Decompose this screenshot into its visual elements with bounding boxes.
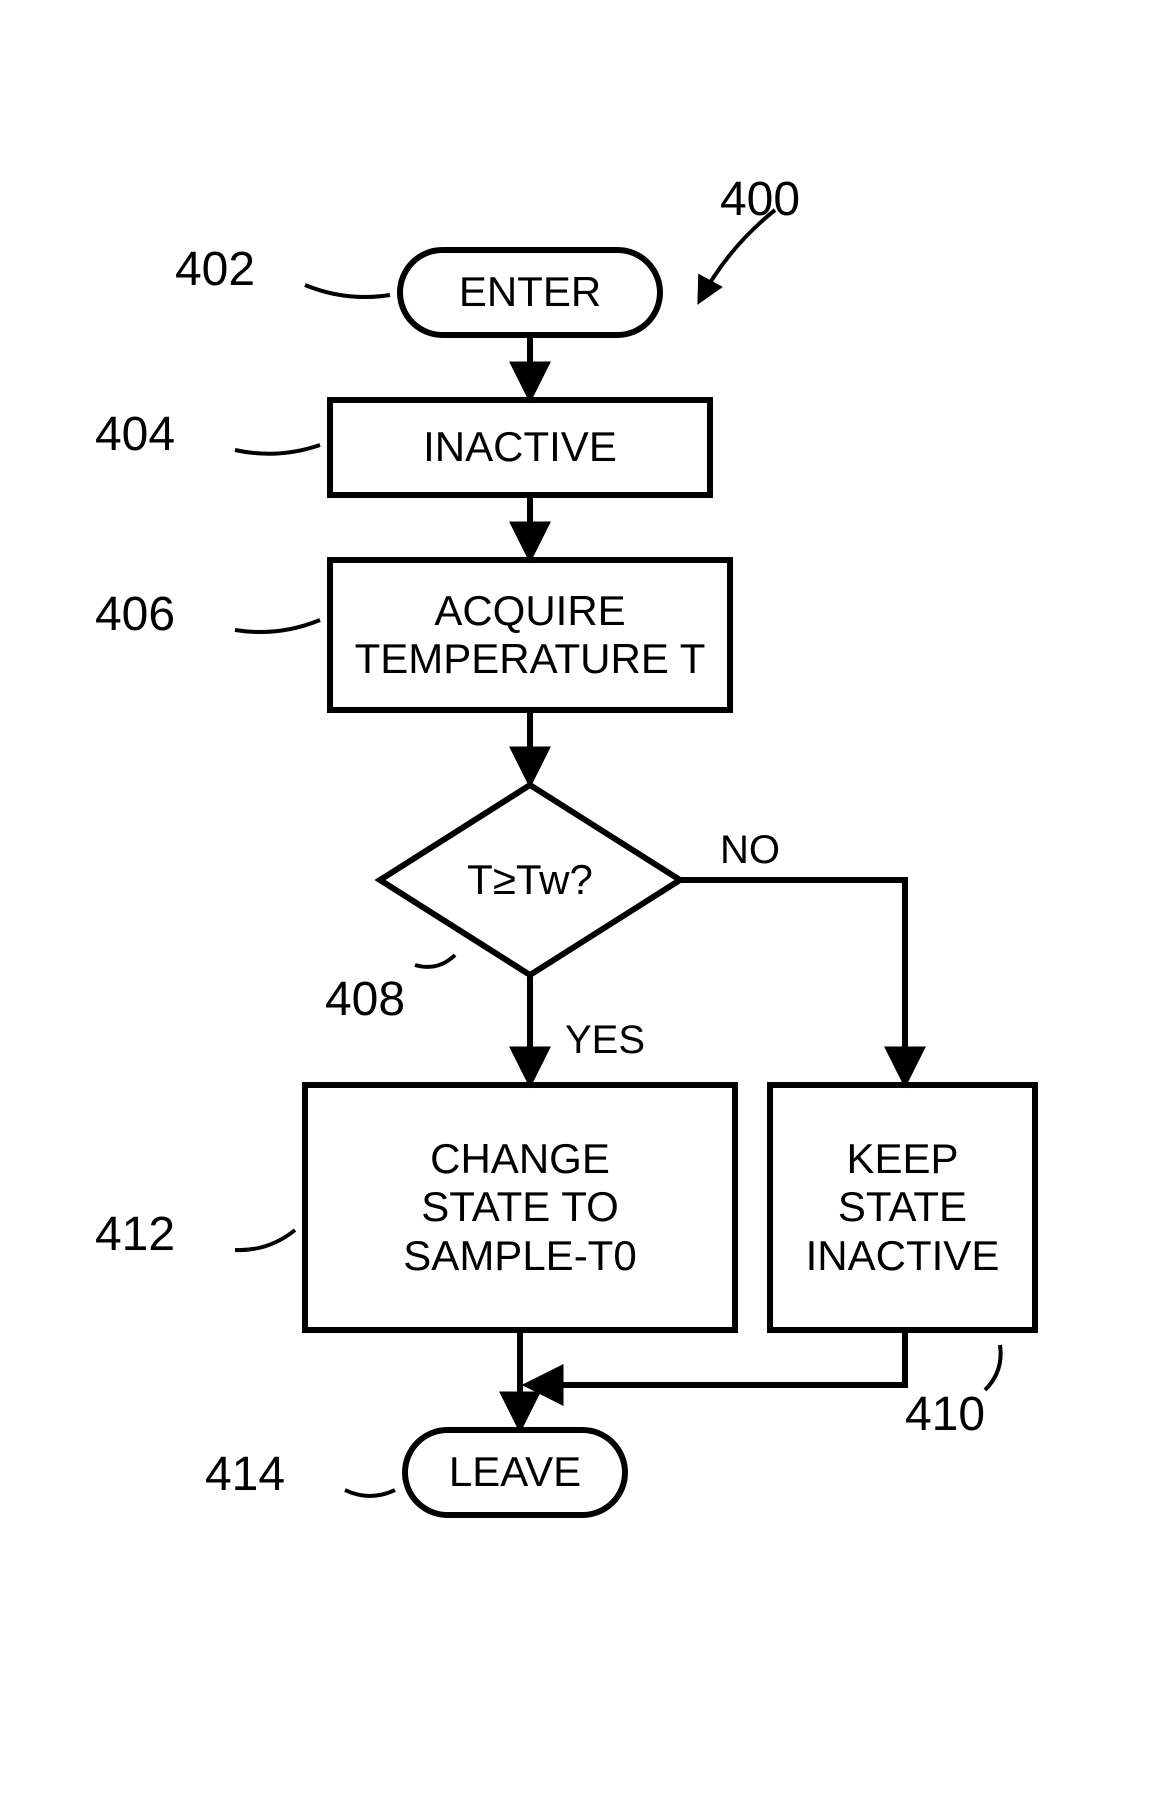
node-label-decision: T≥Tw? (380, 785, 680, 975)
leader-line-6 (985, 1345, 1001, 1390)
ref-label-402: 402 (155, 240, 275, 300)
ref-label-414: 414 (185, 1445, 305, 1505)
ref-label-406: 406 (75, 585, 195, 645)
node-label-acquire: ACQUIRE TEMPERATURE T (330, 560, 730, 710)
node-label-leave: LEAVE (405, 1430, 625, 1515)
node-label-change: CHANGE STATE TO SAMPLE-T0 (305, 1085, 735, 1330)
ref-label-400: 400 (700, 170, 820, 230)
leader-line-7 (345, 1490, 395, 1496)
ref-label-410: 410 (885, 1385, 1005, 1445)
node-label-inactive: INACTIVE (330, 400, 710, 495)
node-label-enter: ENTER (400, 250, 660, 335)
ref-label-412: 412 (75, 1205, 195, 1265)
edge-decision-keep_h (680, 880, 905, 1080)
ref-label-404: 404 (75, 405, 195, 465)
edge-keep-merge (530, 1330, 905, 1385)
leader-line-1 (305, 285, 390, 297)
leader-line-5 (235, 1230, 295, 1250)
edge-label-no: NO (720, 825, 820, 875)
node-label-keep: KEEP STATE INACTIVE (770, 1085, 1035, 1330)
leader-line-3 (235, 620, 320, 632)
ref-label-408: 408 (305, 970, 425, 1030)
edge-label-yes: YES (565, 1015, 665, 1065)
leader-line-2 (235, 445, 320, 454)
